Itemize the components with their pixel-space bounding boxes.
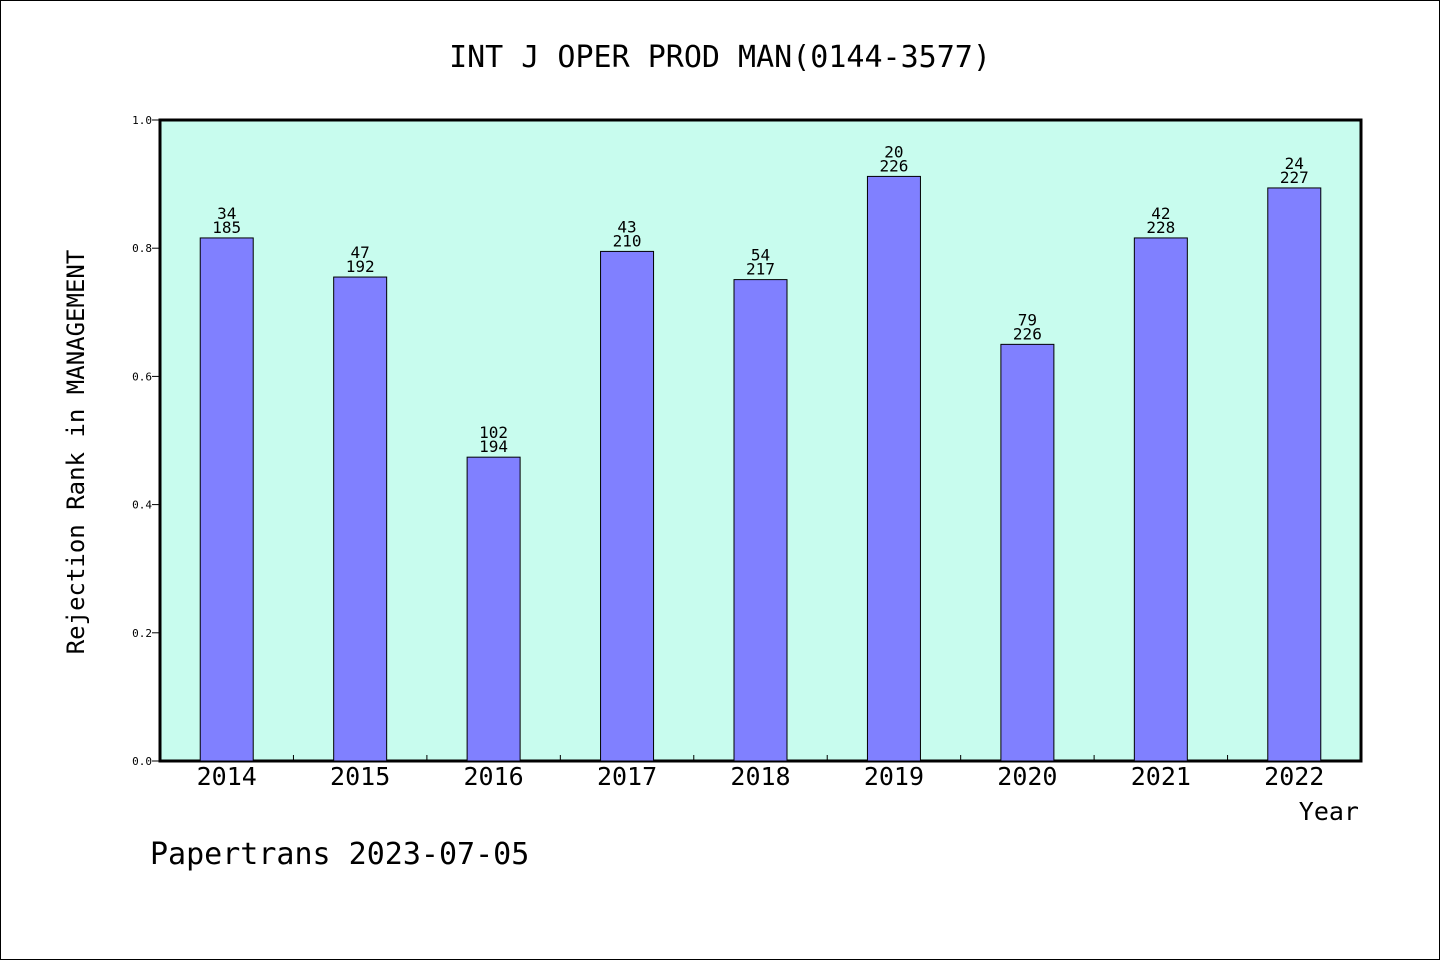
bar-label-top-2018: 54 <box>751 246 770 265</box>
bar-label-bottom-2020: 226 <box>1013 324 1042 343</box>
bar-label-bottom-2022: 227 <box>1280 168 1309 187</box>
bar-label-bottom-2015: 192 <box>346 257 375 276</box>
bar-2014 <box>199 237 254 762</box>
bar-label-top-2019: 20 <box>884 142 903 161</box>
y-tick-label-0.8: 0.8 <box>132 242 152 255</box>
x-axis-label: Year <box>1299 797 1359 826</box>
bar-label-top-2020: 79 <box>1018 310 1037 329</box>
bar-2017 <box>600 250 655 762</box>
bar-label-top-2015: 47 <box>351 243 370 262</box>
bar-label-top-2016: 102 <box>479 423 508 442</box>
bar-label-bottom-2017: 210 <box>613 231 642 250</box>
x-tick-label-2018: 2018 <box>730 762 790 791</box>
bar-label-bottom-2021: 228 <box>1146 218 1175 237</box>
y-tick-label-0.0: 0.0 <box>132 755 152 768</box>
x-tick-label-2019: 2019 <box>864 762 924 791</box>
footer-text: Papertrans 2023-07-05 <box>150 837 529 872</box>
bar-2019 <box>866 175 921 762</box>
x-axis: 2014 2015 2016 2017 2018 2019 2020 2021 2022 <box>197 755 1324 791</box>
y-axis-label: Rejection Rank in MANAGEMENT <box>62 250 90 655</box>
x-tick-label-2020: 2020 <box>997 762 1057 791</box>
bar-2020 <box>1000 343 1055 762</box>
y-axis: 0.0 0.2 0.4 0.6 0.8 1.0 <box>132 114 160 768</box>
bar-2018 <box>733 279 788 762</box>
bar-label-top-2022: 24 <box>1285 154 1304 173</box>
bar-label-bottom-2018: 217 <box>746 260 775 279</box>
bar-2022 <box>1267 187 1322 762</box>
bar-label-top-2021: 42 <box>1151 204 1170 223</box>
bar-label-top-2017: 43 <box>617 217 636 236</box>
bar-2015 <box>333 276 388 762</box>
y-tick-label-0.4: 0.4 <box>132 499 152 512</box>
x-tick-label-2017: 2017 <box>597 762 657 791</box>
y-tick-label-0.2: 0.2 <box>132 627 152 640</box>
bar-label-top-2014: 34 <box>217 204 236 223</box>
y-tick-label-1.0: 1.0 <box>132 114 152 127</box>
bar-2016 <box>466 456 521 762</box>
bar-label-bottom-2019: 226 <box>879 156 908 175</box>
bar-2021 <box>1133 237 1188 762</box>
chart-title: INT J OPER PROD MAN(0144-3577) <box>449 40 991 75</box>
y-tick-label-0.6: 0.6 <box>132 370 152 383</box>
x-tick-label-2022: 2022 <box>1264 762 1324 791</box>
x-tick-label-2016: 2016 <box>464 762 524 791</box>
x-tick-label-2015: 2015 <box>330 762 390 791</box>
x-tick-label-2014: 2014 <box>197 762 257 791</box>
bar-label-bottom-2014: 185 <box>212 218 241 237</box>
value-labels-group: 3418547192102194432105421720226792264222… <box>212 142 1308 456</box>
bars-group <box>199 175 1322 762</box>
x-tick-label-2021: 2021 <box>1131 762 1191 791</box>
bar-label-bottom-2016: 194 <box>479 437 508 456</box>
